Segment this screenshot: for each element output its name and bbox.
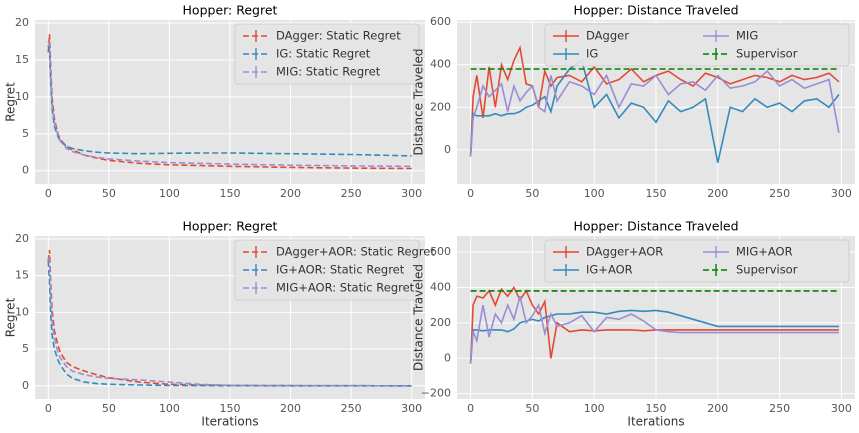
y-axis-label: Regret <box>4 297 18 337</box>
series-line <box>469 69 840 157</box>
y-tick-label: 200 <box>430 316 451 329</box>
x-tick-label: 0 <box>45 402 52 415</box>
y-tick-label: 20 <box>15 232 29 245</box>
x-tick-label: 100 <box>159 402 180 415</box>
legend-label: IG+AOR <box>586 263 633 277</box>
chart-title: Hopper: Regret <box>183 3 278 18</box>
x-tick-label: 50 <box>102 402 116 415</box>
y-tick-label: 600 <box>430 245 451 258</box>
y-tick-label: 10 <box>15 305 29 318</box>
chart-title: Hopper: Distance Traveled <box>573 3 738 18</box>
series-line <box>469 295 839 364</box>
y-tick-label: −200 <box>421 387 451 400</box>
legend-label: MIG: Static Regret <box>276 65 381 79</box>
x-tick-label: 200 <box>707 187 728 200</box>
y-tick-label: 0 <box>444 351 451 364</box>
legend-label: DAgger+AOR: Static Regret <box>276 245 435 259</box>
y-tick-label: 5 <box>22 127 29 140</box>
x-tick-label: 250 <box>341 402 362 415</box>
legend-label: IG: Static Regret <box>276 47 371 61</box>
y-tick-label: 5 <box>22 342 29 355</box>
y-axis-label: Distance Traveled <box>412 49 426 156</box>
series-line <box>469 59 840 163</box>
y-tick-label: 0 <box>444 143 451 156</box>
y-tick-label: 15 <box>15 53 29 66</box>
x-tick-label: 50 <box>525 187 539 200</box>
x-tick-label: 0 <box>45 187 52 200</box>
x-tick-label: 300 <box>831 187 852 200</box>
y-tick-label: 200 <box>430 100 451 113</box>
legend-label: Supervisor <box>736 263 798 277</box>
x-tick-label: 150 <box>646 402 667 415</box>
legend-box <box>234 239 420 301</box>
legend-label: IG+AOR: Static Regret <box>276 263 405 277</box>
legend-label: IG <box>586 47 598 61</box>
legend-label: Supervisor <box>736 47 798 61</box>
y-tick-label: 0 <box>22 379 29 392</box>
x-tick-label: 200 <box>707 402 728 415</box>
x-tick-label: 250 <box>769 187 790 200</box>
x-tick-label: 100 <box>584 402 605 415</box>
x-tick-label: 300 <box>401 402 422 415</box>
legend-label: MIG+AOR <box>736 245 793 259</box>
x-tick-label: 250 <box>769 402 790 415</box>
x-tick-label: 0 <box>467 187 474 200</box>
y-tick-label: 400 <box>430 280 451 293</box>
y-tick-label: 10 <box>15 90 29 103</box>
y-axis-label: Regret <box>4 82 18 122</box>
y-tick-label: 20 <box>15 16 29 29</box>
legend-box <box>544 239 850 283</box>
x-tick-label: 150 <box>220 187 241 200</box>
series-line <box>47 41 412 168</box>
series-line <box>469 309 839 364</box>
legend-label: MIG+AOR: Static Regret <box>276 281 415 295</box>
x-tick-label: 100 <box>584 187 605 200</box>
series-line <box>47 260 412 387</box>
legend-box <box>544 23 850 67</box>
x-tick-label: 50 <box>102 187 116 200</box>
y-tick-label: 400 <box>430 58 451 71</box>
x-tick-label: 150 <box>220 402 241 415</box>
x-tick-label: 100 <box>159 187 180 200</box>
legend-label: MIG <box>736 29 758 43</box>
legend-box <box>234 23 420 85</box>
legend-label: DAgger+AOR <box>586 245 663 259</box>
y-axis-label: Distance Traveled <box>412 264 426 371</box>
y-tick-label: 15 <box>15 269 29 282</box>
x-axis-label: Iterations <box>627 415 684 429</box>
x-tick-label: 50 <box>525 402 539 415</box>
x-tick-label: 300 <box>401 187 422 200</box>
y-tick-label: 0 <box>22 164 29 177</box>
chart-title: Hopper: Distance Traveled <box>573 219 738 234</box>
x-tick-label: 250 <box>341 187 362 200</box>
x-tick-label: 0 <box>467 402 474 415</box>
x-tick-label: 300 <box>831 402 852 415</box>
x-axis-label: Iterations <box>201 415 258 429</box>
legend-label: DAgger <box>586 29 629 43</box>
y-tick-label: 600 <box>430 15 451 28</box>
x-tick-label: 200 <box>280 187 301 200</box>
legend-label: DAgger: Static Regret <box>276 29 401 43</box>
x-tick-label: 150 <box>646 187 667 200</box>
x-tick-label: 200 <box>280 402 301 415</box>
chart-title: Hopper: Regret <box>183 219 278 234</box>
